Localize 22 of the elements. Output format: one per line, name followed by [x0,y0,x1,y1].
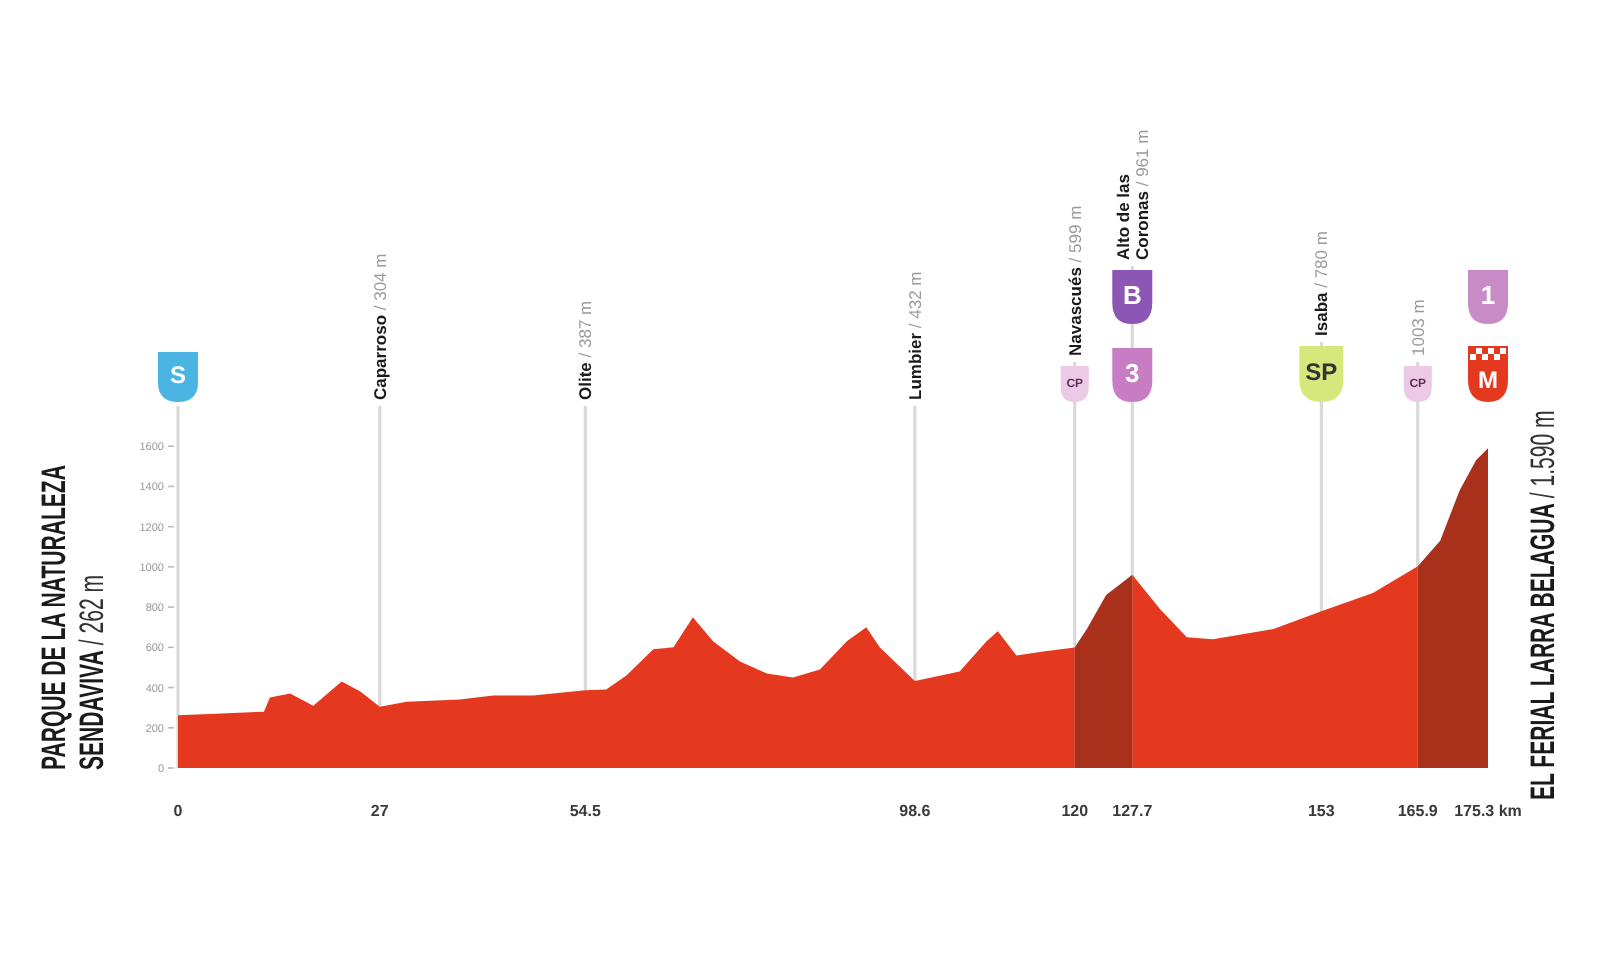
x-tick-label: 98.6 [899,802,932,820]
x-tick-label: 27 [370,802,390,820]
x-tick-label: 153 [1307,802,1336,820]
x-tick-label: 0 [173,802,184,820]
text: EL FERIAL LARRA BELAGUA / 1.590 m [1522,410,1562,800]
text: B [1122,279,1142,310]
ref-line-label: Lumbier / 432 m [904,271,925,400]
ref-line-label: Navascués / 599 m [1064,205,1085,356]
ref-line-label: Olite / 387 m [575,300,596,400]
text: M [1478,365,1498,394]
x-tick-label: 175.3 km [1454,802,1522,820]
x-tick-label: 54.5 [569,802,602,820]
x-tick-label: 127.7 [1112,802,1154,820]
text: S [169,361,187,390]
text: 1 [1480,279,1496,310]
ref-line-label: 1003 m [1407,299,1428,356]
text: SP [1305,357,1338,386]
x-tick-label: 165.9 [1397,802,1439,820]
x-tick-label: 120 [1061,802,1090,820]
ref-line-label: Isaba / 780 m [1311,231,1332,336]
ref-line-label: Caparroso / 304 m [369,253,390,400]
text: 3 [1125,357,1140,388]
